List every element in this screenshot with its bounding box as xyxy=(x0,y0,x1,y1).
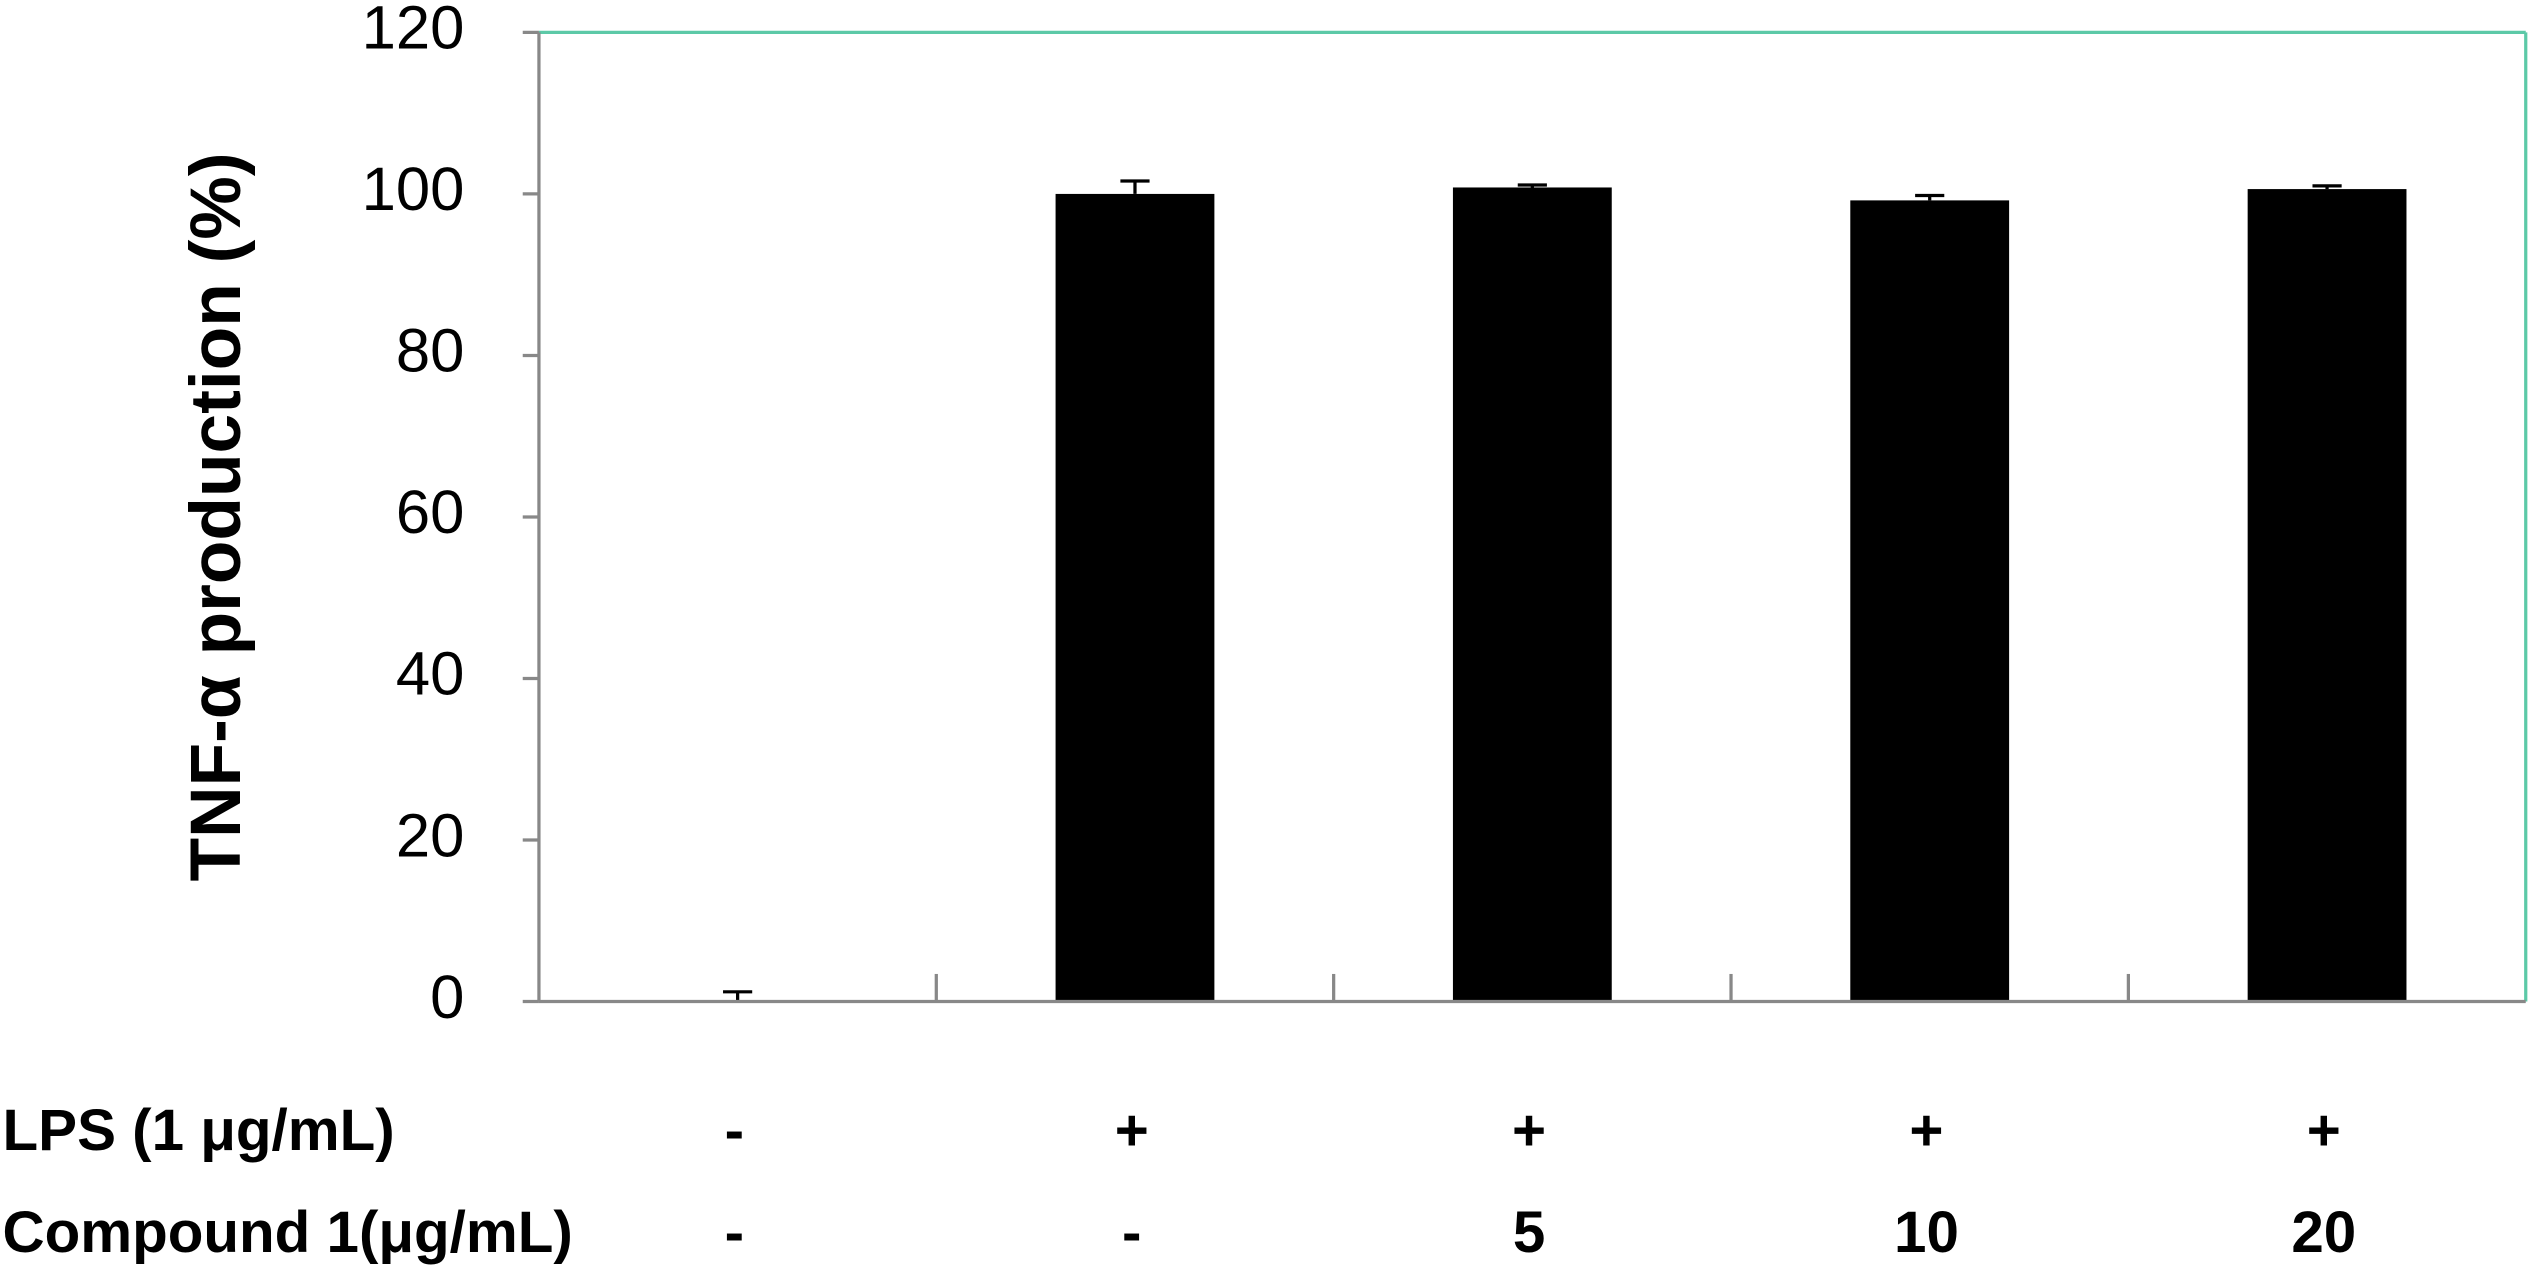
error-bar xyxy=(1517,183,1547,188)
bar xyxy=(1452,187,1612,1002)
x-tick-label: + xyxy=(1909,1098,1943,1163)
y-tick-label: 60 xyxy=(396,478,465,547)
y-tick-label: 100 xyxy=(362,155,465,224)
x-tick-label: - xyxy=(1122,1200,1141,1265)
y-tick-label: 80 xyxy=(396,317,465,386)
row-label: LPS (1 μg/mL) xyxy=(3,1098,395,1163)
x-tick-label: 10 xyxy=(1894,1200,1959,1265)
y-axis-label: TNF-α production (%) xyxy=(176,152,256,881)
bar xyxy=(1055,193,1215,1002)
y-tick-label: 40 xyxy=(396,640,465,709)
x-tick-label: 5 xyxy=(1513,1200,1545,1265)
row-label: Compound 1(μg/mL) xyxy=(3,1200,573,1265)
x-tick-label: 20 xyxy=(2291,1200,2356,1265)
bar xyxy=(1850,200,2010,1002)
x-tick-label: - xyxy=(725,1200,744,1265)
bar xyxy=(2247,189,2407,1002)
x-tick-label: + xyxy=(1512,1098,1546,1163)
x-tick-label: - xyxy=(725,1098,744,1163)
y-tick-label: 120 xyxy=(362,0,465,63)
y-tick-label: 0 xyxy=(430,963,464,1032)
error-bar xyxy=(1120,179,1150,194)
y-tick-label: 20 xyxy=(396,801,465,870)
error-bar xyxy=(1915,193,1945,201)
x-tick-label: + xyxy=(1115,1098,1149,1163)
error-bar xyxy=(2312,184,2342,190)
x-tick-label: + xyxy=(2307,1098,2341,1163)
